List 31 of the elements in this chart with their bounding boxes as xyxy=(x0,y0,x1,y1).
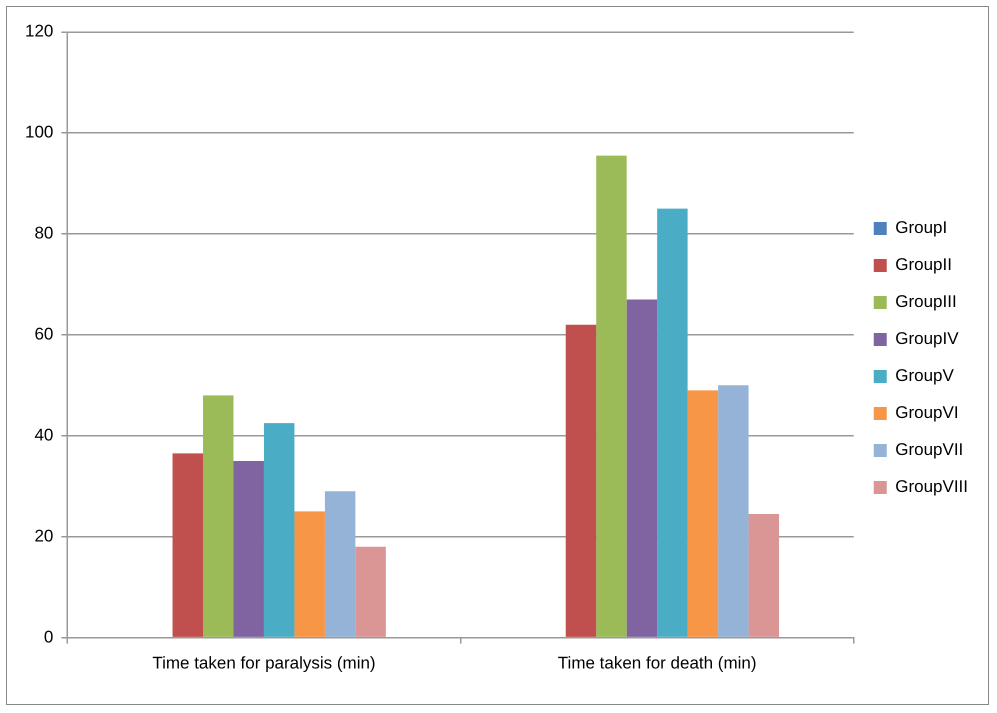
bar xyxy=(626,299,658,637)
legend-label: GroupIII xyxy=(895,292,957,312)
bar xyxy=(172,453,204,637)
x-tick-label: Time taken for death (min) xyxy=(558,653,757,672)
legend-label: GroupII xyxy=(895,255,952,274)
bar xyxy=(688,390,718,637)
bar xyxy=(596,156,627,637)
bar xyxy=(748,514,780,637)
y-tick-label: 20 xyxy=(34,526,54,546)
bar xyxy=(355,546,386,637)
legend-label: GroupIV xyxy=(895,329,960,348)
y-tick-label: 0 xyxy=(44,627,54,646)
bar xyxy=(657,208,688,637)
y-tick-label: 100 xyxy=(24,122,54,142)
legend-label: GroupVII xyxy=(895,440,964,460)
legend-label: GroupVI xyxy=(895,403,959,422)
legend-label: GroupI xyxy=(895,218,948,238)
legend-label: GroupV xyxy=(895,366,954,386)
y-tick-label: 40 xyxy=(34,425,54,444)
x-tick-label: Time taken for paralysis (min) xyxy=(152,653,376,672)
bar xyxy=(233,460,264,637)
bar xyxy=(566,324,596,637)
y-tick-label: 80 xyxy=(34,224,54,243)
bar xyxy=(718,385,749,637)
legend-label: GroupVIII xyxy=(895,477,968,496)
bar xyxy=(264,423,294,637)
bar xyxy=(324,491,356,637)
bar xyxy=(203,395,234,637)
bar xyxy=(294,511,325,637)
y-tick-label: 120 xyxy=(24,22,54,41)
y-tick-label: 60 xyxy=(34,324,54,344)
